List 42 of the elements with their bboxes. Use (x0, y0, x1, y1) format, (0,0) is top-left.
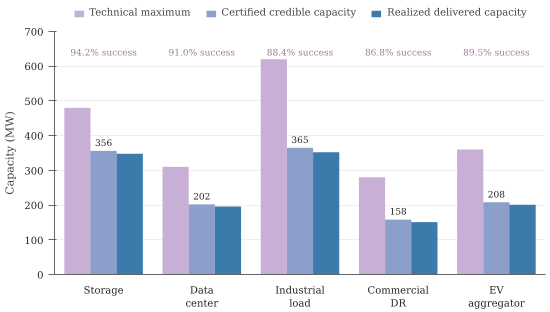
bar (483, 202, 510, 274)
legend-label: Certified credible capacity (221, 8, 356, 18)
y-tick-label: 500 (24, 96, 44, 108)
data-label: 202 (193, 192, 210, 202)
y-tick-label: 0 (37, 270, 44, 282)
bar (116, 154, 143, 274)
x-tick-label: EV aggregator (468, 286, 525, 310)
annotation: 86.8% success (364, 48, 432, 58)
bar (509, 204, 536, 274)
data-label: 158 (390, 208, 408, 218)
bar (457, 150, 484, 274)
y-tick-label: 100 (24, 236, 44, 247)
bar (188, 204, 215, 274)
bar (286, 148, 314, 274)
bar (313, 152, 340, 274)
legend-label: Technical maximum (89, 8, 190, 18)
legend-label: Realized delivered capacity (387, 8, 527, 18)
x-tick-label: Storage (84, 286, 124, 296)
y-tick-label: 200 (24, 201, 44, 212)
bar (260, 59, 287, 274)
annotation: 88.4% success (266, 48, 334, 58)
y-axis-title: Capacity (MW) (3, 111, 16, 195)
bar (214, 206, 242, 274)
annotation: 91.0% success (168, 48, 236, 58)
data-label: 365 (291, 136, 309, 146)
x-tick-label: Industrial load (275, 286, 325, 310)
y-tick-label: 400 (24, 132, 44, 143)
annotation: 94.2% success (70, 48, 138, 58)
data-label: 208 (488, 190, 506, 200)
x-tick-label: Commercial DR (368, 286, 429, 310)
y-tick-label: 600 (24, 62, 44, 74)
x-tick-label: Data center (185, 286, 218, 310)
data-label: 356 (95, 138, 112, 149)
bar (411, 222, 438, 274)
bar (385, 220, 412, 274)
y-tick-label: 700 (24, 28, 44, 38)
bar (358, 177, 386, 274)
annotation: 89.5% success (463, 48, 530, 58)
y-tick-label: 300 (24, 166, 44, 178)
bar (64, 108, 91, 274)
bar (90, 150, 117, 274)
bar (162, 166, 189, 274)
